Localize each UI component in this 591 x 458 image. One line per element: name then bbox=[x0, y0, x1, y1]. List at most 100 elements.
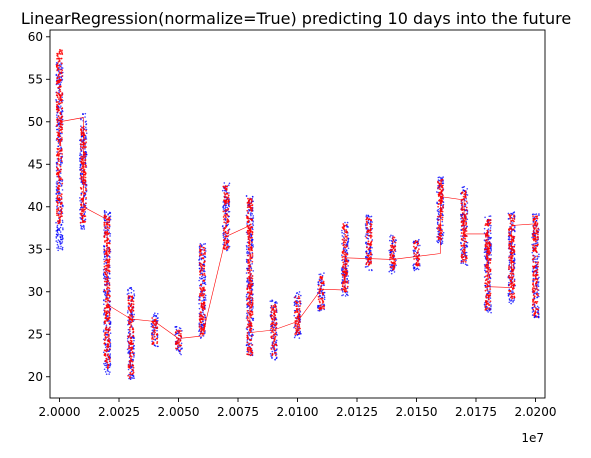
actual-point bbox=[198, 334, 201, 337]
actual-point bbox=[249, 334, 251, 337]
predicted-point bbox=[61, 101, 63, 104]
predicted-point bbox=[367, 255, 370, 258]
actual-point bbox=[275, 353, 278, 355]
actual-point bbox=[293, 326, 295, 329]
actual-point bbox=[81, 228, 84, 230]
actual-point bbox=[103, 210, 106, 212]
actual-point bbox=[297, 293, 300, 296]
actual-point bbox=[514, 253, 516, 256]
predicted-point bbox=[132, 335, 135, 338]
actual-point bbox=[55, 139, 58, 141]
predicted-point bbox=[246, 277, 249, 280]
predicted-point bbox=[56, 214, 58, 217]
predicted-point bbox=[224, 193, 227, 196]
predicted-point bbox=[203, 267, 205, 270]
predicted-point bbox=[438, 183, 441, 186]
predicted-point bbox=[488, 219, 491, 222]
predicted-point bbox=[58, 199, 61, 202]
predicted-point bbox=[105, 328, 107, 331]
predicted-point bbox=[128, 360, 131, 362]
actual-point bbox=[442, 234, 444, 237]
actual-point bbox=[367, 232, 369, 235]
predicted-point bbox=[369, 251, 372, 254]
predicted-point bbox=[461, 228, 464, 231]
predicted-point bbox=[275, 321, 278, 324]
predicted-point bbox=[460, 202, 463, 205]
predicted-point bbox=[60, 51, 63, 53]
actual-point bbox=[128, 292, 130, 295]
predicted-point bbox=[463, 237, 465, 240]
actual-point bbox=[245, 317, 248, 319]
predicted-point bbox=[127, 340, 130, 343]
predicted-point bbox=[274, 332, 277, 335]
actual-point bbox=[198, 259, 200, 261]
predicted-point bbox=[128, 322, 130, 325]
actual-point bbox=[133, 352, 136, 354]
predicted-point bbox=[84, 202, 87, 205]
predicted-point bbox=[342, 249, 345, 252]
predicted-point bbox=[345, 235, 348, 238]
predicted-point bbox=[225, 248, 228, 251]
predicted-point bbox=[415, 261, 418, 264]
actual-point bbox=[109, 215, 112, 217]
predicted-point bbox=[105, 326, 108, 329]
actual-point bbox=[81, 173, 84, 175]
actual-point bbox=[59, 132, 62, 134]
predicted-point bbox=[80, 138, 82, 141]
predicted-point bbox=[107, 299, 110, 302]
actual-point bbox=[365, 214, 368, 217]
actual-point bbox=[103, 252, 105, 254]
actual-point bbox=[204, 255, 206, 258]
actual-point bbox=[412, 264, 414, 267]
predicted-point bbox=[203, 307, 206, 310]
predicted-point bbox=[56, 77, 59, 80]
predicted-point bbox=[437, 219, 440, 221]
predicted-point bbox=[464, 214, 467, 217]
actual-point bbox=[490, 224, 492, 227]
predicted-point bbox=[61, 92, 64, 95]
predicted-point bbox=[274, 354, 277, 357]
predicted-point bbox=[59, 94, 62, 97]
actual-point bbox=[512, 212, 514, 214]
actual-point bbox=[104, 293, 106, 296]
predicted-point bbox=[201, 309, 204, 311]
actual-point bbox=[108, 366, 111, 369]
actual-point bbox=[531, 314, 534, 316]
actual-point bbox=[245, 272, 248, 274]
predicted-point bbox=[464, 230, 466, 233]
actual-point bbox=[413, 249, 416, 252]
predicted-point bbox=[440, 180, 443, 183]
predicted-point bbox=[299, 321, 301, 323]
predicted-point bbox=[108, 224, 111, 226]
actual-point bbox=[224, 219, 227, 221]
actual-point bbox=[466, 225, 469, 228]
predicted-point bbox=[80, 129, 82, 132]
predicted-point bbox=[223, 233, 225, 235]
predicted-point bbox=[273, 340, 275, 343]
predicted-point bbox=[317, 295, 320, 298]
predicted-point bbox=[58, 103, 61, 106]
predicted-point bbox=[344, 290, 346, 292]
predicted-point bbox=[437, 226, 440, 229]
actual-point bbox=[201, 277, 203, 280]
predicted-point bbox=[250, 310, 252, 313]
actual-point bbox=[464, 205, 467, 208]
predicted-point bbox=[440, 232, 443, 234]
actual-point bbox=[438, 176, 441, 178]
actual-point bbox=[367, 221, 370, 224]
actual-point bbox=[104, 213, 106, 215]
actual-point bbox=[245, 327, 248, 330]
predicted-point bbox=[61, 53, 64, 56]
predicted-point bbox=[84, 166, 87, 168]
actual-point bbox=[56, 224, 59, 227]
predicted-point bbox=[343, 279, 346, 282]
predicted-point bbox=[417, 257, 420, 260]
predicted-point bbox=[222, 210, 225, 213]
actual-point bbox=[466, 218, 469, 221]
actual-point bbox=[510, 300, 512, 302]
predicted-point bbox=[108, 248, 111, 251]
actual-point bbox=[59, 243, 62, 245]
actual-point bbox=[250, 243, 253, 246]
actual-point bbox=[156, 317, 159, 320]
actual-point bbox=[79, 153, 82, 156]
